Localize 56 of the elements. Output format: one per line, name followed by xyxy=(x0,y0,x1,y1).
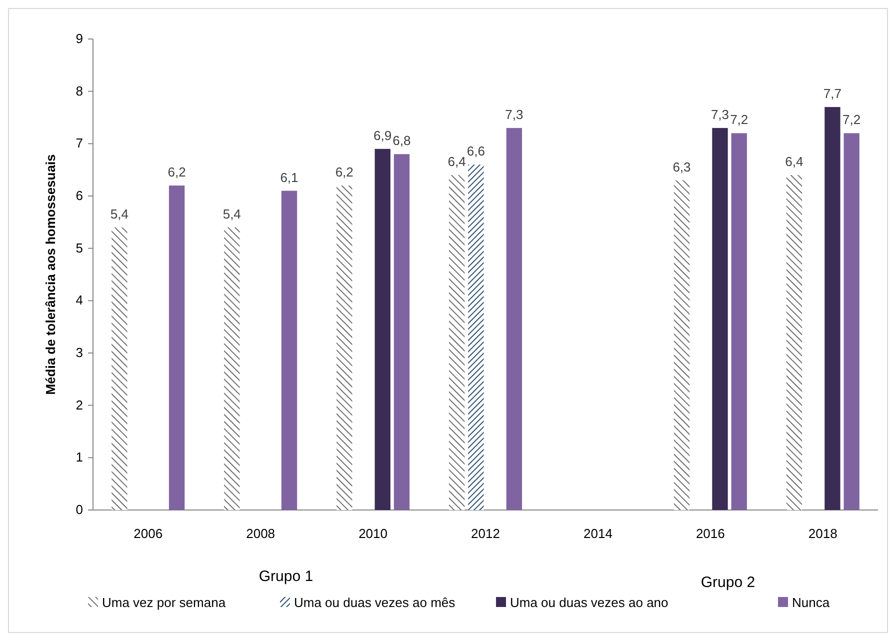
data-label: 6,2 xyxy=(335,164,354,180)
legend-label: Uma ou duas vezes ao mês xyxy=(294,595,456,610)
bar xyxy=(712,128,728,510)
bar xyxy=(844,133,860,510)
data-label: 6,1 xyxy=(280,170,298,185)
bar xyxy=(394,154,410,510)
y-tick-label: 6 xyxy=(76,188,83,203)
x-tick-label: 2010 xyxy=(358,526,388,541)
data-label: 6,2 xyxy=(168,164,186,180)
bar xyxy=(224,227,240,510)
y-tick-label: 3 xyxy=(76,345,83,360)
bar xyxy=(468,164,484,510)
y-tick-label: 2 xyxy=(76,397,83,412)
x-tick-label: 2014 xyxy=(584,526,612,541)
data-label: 7,7 xyxy=(823,86,842,102)
text: Grupo 2 xyxy=(700,574,756,591)
bar xyxy=(112,227,128,510)
data-label: 7,2 xyxy=(730,112,748,128)
bar xyxy=(336,186,352,510)
x-tick-label: 2006 xyxy=(134,526,163,541)
data-label: 7,3 xyxy=(505,106,524,122)
y-tick-label: 0 xyxy=(76,502,83,517)
y-tick-label: 7 xyxy=(76,136,83,151)
data-label: 6,8 xyxy=(392,133,411,148)
x-tick-label: 2018 xyxy=(808,526,838,541)
data-label: 6,9 xyxy=(374,128,392,143)
y-tick-label: 8 xyxy=(76,83,83,98)
data-label: 7,3 xyxy=(710,106,730,122)
bar xyxy=(824,107,840,510)
bar xyxy=(281,190,298,510)
data-label: 5,4 xyxy=(222,206,241,222)
legend-label: Uma ou duas vezes ao ano xyxy=(510,595,668,610)
bar xyxy=(731,133,747,510)
y-tick-label: 4 xyxy=(76,292,83,308)
bar xyxy=(448,175,465,510)
y-tick-label: 5 xyxy=(76,240,83,256)
legend-label: Uma vez por semana xyxy=(102,595,226,610)
x-tick-label: 2016 xyxy=(696,526,725,541)
bar xyxy=(168,186,185,510)
x-tick-label: 2012 xyxy=(471,526,500,541)
bar xyxy=(674,180,690,510)
data-label: 5,4 xyxy=(110,206,128,222)
y-tick-label: 1 xyxy=(76,450,83,465)
data-label: 6,4 xyxy=(785,154,804,170)
text: Grupo 1 xyxy=(258,568,314,585)
data-label: 6,6 xyxy=(466,144,485,159)
data-label: 6,4 xyxy=(448,154,466,170)
legend-label: Nunca xyxy=(792,595,830,610)
y-tick-label: 9 xyxy=(76,31,83,46)
bar xyxy=(506,128,522,510)
y-axis-title: Média de tolerância aos homossesuais xyxy=(43,154,58,395)
data-label: 6,3 xyxy=(672,159,691,174)
bar xyxy=(374,148,390,510)
data-label: 7,2 xyxy=(842,112,861,128)
bar xyxy=(786,175,802,510)
x-tick-label: 2008 xyxy=(246,526,276,541)
